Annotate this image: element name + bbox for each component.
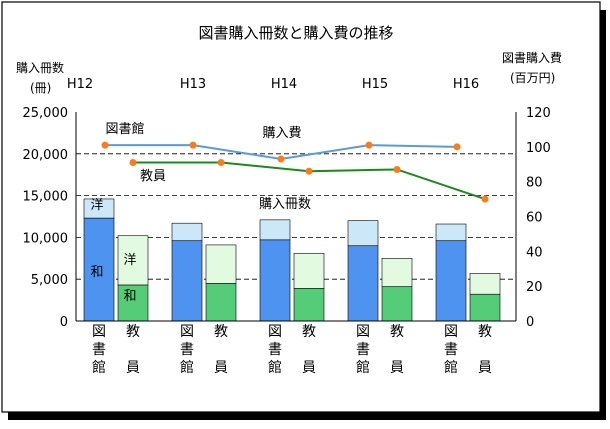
bar-wa-segment: [381, 286, 413, 322]
right-tick-label: 80: [526, 176, 543, 191]
line-marker: [305, 167, 313, 175]
right-tick-label: 40: [526, 245, 543, 260]
line-marker: [189, 141, 197, 149]
bar-label-books: 購入冊数: [259, 197, 311, 212]
left-tick-label: 20,000: [23, 148, 69, 163]
category-label-char: 書: [92, 342, 106, 358]
right-tick-label: 0: [526, 315, 534, 330]
line-marker: [481, 195, 489, 203]
bar-yo-segment: [293, 252, 325, 289]
category-label-char: 図: [180, 324, 194, 340]
category-label-char: 教: [302, 324, 316, 340]
category-label-char: 書: [356, 342, 370, 358]
bar-yo-segment: [205, 244, 237, 284]
category-label-char: 員: [302, 360, 316, 376]
line-marker: [101, 141, 109, 149]
bar-wa-segment: [469, 293, 501, 322]
category-label-char: 館: [180, 359, 194, 376]
bar-wa-segment: [171, 240, 203, 322]
left-tick-label: 25,000: [23, 106, 69, 121]
category-label-char: 館: [444, 359, 458, 376]
line-label-faculty: 教員: [140, 168, 166, 184]
year-label: H15: [362, 77, 388, 92]
category-label-char: 館: [356, 359, 370, 376]
category-label-char: 員: [478, 360, 492, 376]
line-marker: [365, 141, 373, 149]
left-axis-label: 購入冊数: [16, 60, 64, 75]
left-axis-unit: (冊): [30, 81, 51, 95]
category-label-char: 員: [214, 360, 228, 376]
line-label-library: 図書館: [105, 122, 144, 137]
line-marker: [217, 159, 225, 167]
left-tick-label: 15,000: [23, 190, 69, 205]
category-label-char: 書: [180, 342, 194, 358]
category-label-char: 図: [92, 324, 106, 340]
line-label-cost: 購入費: [262, 126, 301, 141]
bar-yo-segment: [117, 235, 149, 286]
bars: [83, 198, 501, 322]
year-label: H14: [271, 77, 297, 92]
category-label-char: 図: [268, 324, 282, 340]
category-label-char: 教: [478, 324, 492, 340]
chart-title: 図書購入冊数と購入費の推移: [198, 24, 393, 42]
bar-wa-segment: [293, 288, 325, 322]
line-marker: [453, 143, 461, 151]
category-label-char: 書: [268, 342, 282, 358]
bar-yo-segment: [259, 219, 291, 241]
axes: 0 5,000 10,000 15,000 20,000 25,000 0 20 40 60 80 1…: [23, 77, 551, 376]
bar-yo-segment: [469, 273, 501, 295]
right-axis-label: 図書購入費: [502, 50, 562, 65]
category-label-char: 館: [92, 359, 106, 376]
bar-wa-segment: [117, 284, 149, 322]
left-tick-label: 0: [60, 315, 68, 330]
bar-wa-segment: [83, 217, 115, 322]
line-marker: [393, 165, 401, 173]
lines: [101, 141, 489, 203]
category-label-char: 教: [214, 324, 228, 340]
category-label-char: 教: [126, 324, 140, 340]
left-tick-label: 5,000: [31, 273, 68, 288]
bar-wa-segment: [259, 239, 291, 322]
left-tick-label: 10,000: [23, 231, 69, 246]
bar-yo-segment: [381, 257, 413, 288]
right-axis-unit: (百万円): [510, 71, 555, 85]
label-wa-faculty: 和: [123, 289, 136, 304]
label-wa-library: 和: [90, 265, 103, 280]
label-yo-faculty: 洋: [123, 253, 136, 268]
bar-wa-segment: [205, 283, 237, 322]
year-label: H13: [180, 77, 206, 92]
right-tick-label: 120: [526, 106, 551, 121]
bar-wa-segment: [435, 240, 467, 322]
year-label: H12: [67, 77, 93, 92]
category-label-char: 図: [444, 324, 458, 340]
category-label-char: 員: [126, 360, 140, 376]
label-yo-library: 洋: [90, 198, 103, 213]
right-tick-label: 20: [526, 280, 543, 295]
bar-yo-segment: [435, 223, 467, 242]
right-tick-label: 60: [526, 211, 543, 226]
category-label-char: 教: [390, 324, 404, 340]
category-label-char: 館: [268, 359, 282, 376]
bar-yo-segment: [171, 222, 203, 242]
category-label-char: 書: [444, 342, 458, 358]
right-tick-label: 100: [526, 141, 551, 156]
line-marker: [277, 155, 285, 163]
category-label-char: 図: [356, 324, 370, 340]
line-marker: [129, 159, 137, 167]
bar-yo-segment: [347, 220, 379, 247]
year-label: H16: [453, 77, 479, 92]
bar-wa-segment: [347, 245, 379, 322]
category-label-char: 員: [390, 360, 404, 376]
